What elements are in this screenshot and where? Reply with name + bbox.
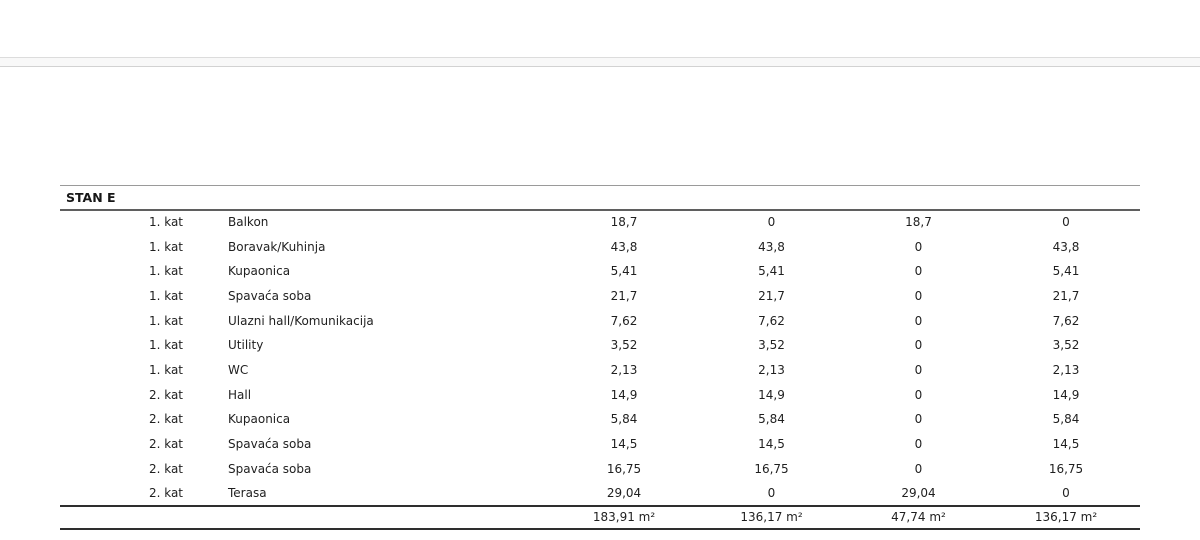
cell-value: 7,62 [610, 313, 638, 328]
cell-value: 5,84 [1052, 412, 1080, 427]
cell-value: 21,7 [1052, 288, 1080, 303]
cell-value: 29,04 [901, 485, 936, 500]
table-row: 2. kat Spavaća soba 14,5 14,5 0 14,5 [60, 432, 1140, 457]
cell-floor: 2. kat [148, 461, 183, 476]
cell-value: 43,8 [758, 239, 785, 254]
toolbar-divider [0, 57, 1200, 67]
cell-value: 29,04 [606, 485, 642, 500]
cell-floor: 1. kat [148, 288, 183, 303]
cell-room: Terasa [228, 485, 267, 500]
cell-value: 0 [914, 264, 923, 279]
apartment-area-table: STAN E 1. kat Balkon 18,7 0 18,7 0 1. kat Borav… [60, 185, 1140, 530]
table-title-row: STAN E [60, 185, 1140, 211]
cell-value: 43,8 [610, 239, 638, 254]
cell-value: 0 [914, 362, 923, 377]
table-row: 1. kat Spavaća soba 21,7 21,7 0 21,7 [60, 284, 1140, 309]
cell-floor: 1. kat [148, 264, 183, 279]
cell-floor: 1. kat [148, 239, 183, 254]
cell-value: 21,7 [610, 288, 638, 303]
cell-value: 0 [767, 215, 776, 230]
total-open-area: 47,74 m² [845, 504, 992, 530]
table-row: 1. kat Ulazni hall/Komunikacija 7,62 7,62 0 7… [60, 308, 1140, 333]
cell-value: 16,75 [754, 461, 789, 476]
table-row: 2. kat Spavaća soba 16,75 16,75 0 16,75 [60, 456, 1140, 481]
cell-value: 2,13 [610, 362, 638, 377]
cell-value: 3,52 [758, 338, 785, 353]
cell-value: 14,9 [1052, 387, 1080, 402]
cell-value: 14,5 [1052, 437, 1080, 452]
cell-value: 0 [914, 387, 923, 402]
cell-room: Spavaća soba [228, 461, 312, 476]
table-row: 1. kat Boravak/Kuhinja 43,8 43,8 0 43,8 [60, 234, 1140, 259]
cell-value: 2,13 [1052, 362, 1080, 377]
table-row: 1. kat Utility 3,52 3,52 0 3,52 [60, 333, 1140, 358]
table-row: 2. kat Terasa 29,04 0 29,04 0 [60, 481, 1140, 506]
cell-room: Boravak/Kuhinja [228, 239, 326, 254]
total-net-area: 136,17 m² [698, 504, 845, 530]
cell-floor: 2. kat [148, 387, 183, 402]
cell-value: 0 [1062, 215, 1070, 230]
table-title: STAN E [60, 185, 1140, 211]
cell-value: 0 [914, 239, 923, 254]
cell-value: 14,9 [610, 387, 638, 402]
cell-room: Spavaća soba [228, 437, 312, 452]
cell-value: 7,62 [758, 313, 785, 328]
cell-value: 18,7 [610, 215, 638, 230]
cell-value: 16,75 [606, 461, 642, 476]
cell-room: WC [228, 362, 249, 377]
table-row: 1. kat WC 2,13 2,13 0 2,13 [60, 358, 1140, 383]
cell-floor: 2. kat [148, 485, 183, 500]
table-row: 2. kat Hall 14,9 14,9 0 14,9 [60, 382, 1140, 407]
cell-value: 14,5 [758, 437, 785, 452]
cell-floor: 2. kat [148, 437, 183, 452]
cell-value: 5,41 [610, 264, 638, 279]
cell-value: 0 [914, 437, 923, 452]
cell-value: 5,41 [1052, 264, 1080, 279]
cell-value: 0 [1062, 485, 1070, 500]
cell-value: 3,52 [610, 338, 638, 353]
cell-room: Hall [228, 387, 252, 402]
cell-value: 16,75 [1048, 461, 1084, 476]
cell-value: 3,52 [1052, 338, 1080, 353]
cell-floor: 2. kat [148, 412, 183, 427]
cell-floor: 1. kat [148, 313, 183, 328]
totals-spacer-floor [60, 504, 195, 530]
cell-room: Spavaća soba [228, 288, 312, 303]
total-gross-area: 183,91 m² [550, 504, 698, 530]
cell-value: 5,84 [758, 412, 785, 427]
cell-value: 0 [767, 485, 776, 500]
table-row: 1. kat Kupaonica 5,41 5,41 0 5,41 [60, 259, 1140, 284]
cell-value: 0 [914, 313, 923, 328]
cell-value: 14,9 [758, 387, 785, 402]
cell-value: 5,41 [758, 264, 785, 279]
cell-room: Ulazni hall/Komunikacija [228, 313, 374, 328]
cell-value: 5,84 [610, 412, 638, 427]
table-row: 2. kat Kupaonica 5,84 5,84 0 5,84 [60, 407, 1140, 432]
cell-value: 7,62 [1052, 313, 1080, 328]
table-body: 1. kat Balkon 18,7 0 18,7 0 1. kat Boravak/Kuhi… [60, 210, 1140, 506]
totals-spacer-room [195, 504, 550, 530]
totals-row: 183,91 m² 136,17 m² 47,74 m² 136,17 m² [60, 504, 1140, 530]
cell-value: 43,8 [1052, 239, 1080, 254]
cell-floor: 1. kat [148, 215, 183, 230]
cell-value: 18,7 [905, 215, 932, 230]
cell-floor: 1. kat [148, 362, 183, 377]
cell-room: Kupaonica [228, 264, 291, 279]
cell-room: Utility [228, 338, 264, 353]
cell-room: Balkon [228, 215, 269, 230]
cell-value: 0 [914, 338, 923, 353]
cell-value: 0 [914, 288, 923, 303]
cell-value: 2,13 [758, 362, 785, 377]
cell-value: 0 [914, 461, 923, 476]
cell-room: Kupaonica [228, 412, 291, 427]
cell-floor: 1. kat [148, 338, 183, 353]
table-row: 1. kat Balkon 18,7 0 18,7 0 [60, 210, 1140, 235]
total-closed-area: 136,17 m² [992, 504, 1140, 530]
cell-value: 14,5 [610, 437, 638, 452]
cell-value: 21,7 [758, 288, 785, 303]
cell-value: 0 [914, 412, 923, 427]
